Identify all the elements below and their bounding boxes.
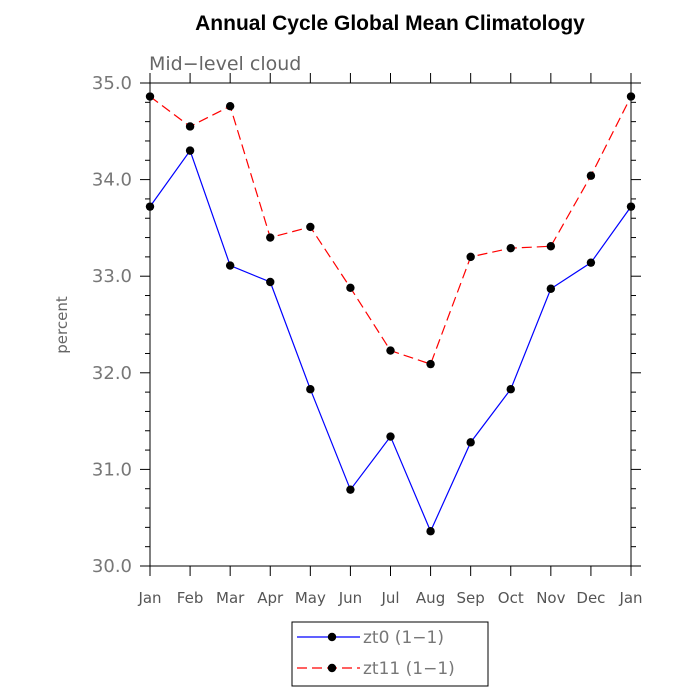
legend: zt0 (1−1) zt11 (1−1) — [291, 621, 489, 687]
legend-label: zt0 (1−1) — [363, 628, 444, 648]
series-line — [149, 149, 632, 533]
x-tick-label: Jan — [137, 589, 161, 607]
data-point — [225, 101, 235, 111]
data-point — [185, 122, 195, 131]
x-tick-label: Nov — [536, 589, 565, 607]
axes: 30.0 31.0 32.0 33.0 34.0 35.0 Jan Feb Mar Apr May J… — [92, 73, 643, 607]
series-layer — [145, 92, 636, 536]
data-point — [626, 92, 636, 101]
data-point — [546, 242, 556, 251]
x-tick-label: Feb — [177, 589, 204, 607]
chart-title: Annual Cycle Global Mean Climatology — [195, 12, 585, 35]
data-point — [185, 146, 195, 155]
data-point — [506, 243, 515, 253]
data-point — [145, 92, 155, 101]
y-tick-label: 32.0 — [92, 363, 132, 384]
data-point — [466, 252, 475, 262]
data-point — [506, 385, 515, 394]
y-axis-label: percent — [53, 296, 71, 354]
data-point — [145, 202, 155, 211]
x-tick-label: Oct — [498, 589, 524, 607]
x-tick-label: Sep — [457, 589, 485, 607]
data-point — [426, 527, 435, 536]
x-tick-label: Mar — [216, 589, 245, 607]
legend-swatch-marker — [327, 663, 337, 673]
chart-subtitle: Mid−level cloud — [149, 53, 301, 75]
x-tick-label: May — [295, 589, 326, 607]
data-point — [306, 385, 315, 394]
x-tick-label: Aug — [416, 589, 445, 607]
data-point — [225, 261, 235, 270]
data-point — [346, 283, 355, 292]
data-point — [386, 346, 395, 355]
legend-swatch-marker — [327, 632, 337, 642]
data-point — [586, 258, 596, 267]
x-tick-label: Apr — [257, 589, 284, 607]
legend-box — [291, 621, 489, 687]
y-tick-label: 35.0 — [92, 73, 132, 94]
y-tick-label: 31.0 — [92, 459, 132, 480]
data-point — [626, 202, 636, 211]
data-point — [266, 277, 275, 287]
x-tick-label: Jan — [618, 589, 642, 607]
data-point — [386, 432, 395, 441]
x-tick-label: Jul — [380, 589, 399, 607]
data-point — [266, 233, 275, 242]
y-tick-label: 30.0 — [92, 556, 132, 577]
y-tick-label: 33.0 — [92, 266, 132, 287]
x-tick-label: Jun — [338, 589, 362, 607]
data-point — [346, 485, 355, 494]
data-point — [306, 222, 315, 232]
data-point — [466, 438, 475, 447]
data-point — [586, 171, 596, 180]
series-line — [149, 96, 632, 365]
x-tick-label: Dec — [576, 589, 605, 607]
series-0 — [145, 146, 636, 536]
series-1 — [145, 92, 636, 369]
plot-frame — [149, 82, 632, 567]
data-point — [426, 359, 435, 369]
data-point — [546, 284, 556, 293]
y-tick-label: 34.0 — [92, 170, 132, 191]
legend-label: zt11 (1−1) — [363, 659, 455, 679]
